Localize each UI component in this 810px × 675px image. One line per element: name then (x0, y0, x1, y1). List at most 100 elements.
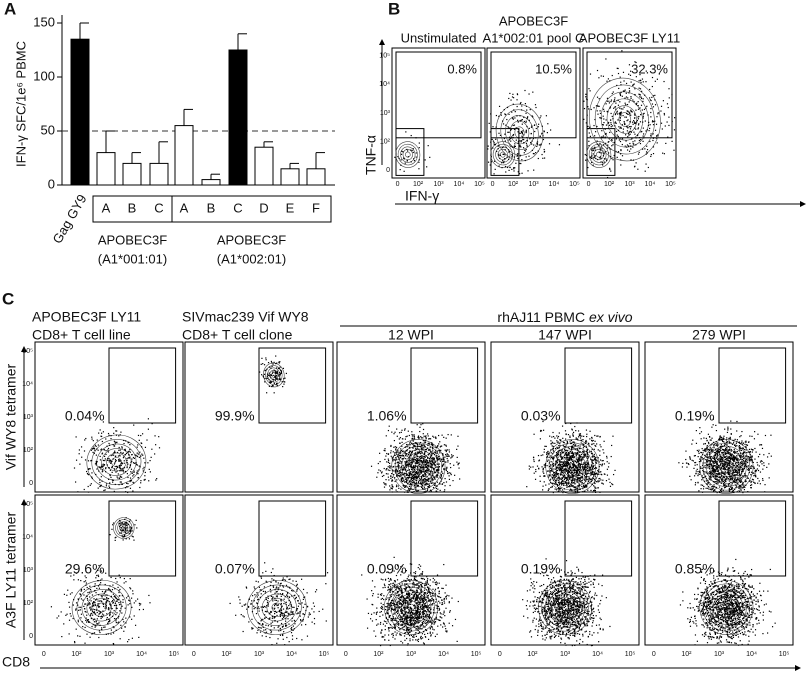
event-dot (421, 486, 423, 489)
event-dot (607, 144, 609, 146)
event-dot (412, 470, 414, 472)
event-dot (142, 468, 144, 470)
event-dot (712, 485, 714, 488)
event-dot (567, 462, 570, 464)
event-dot (397, 156, 399, 158)
event-dot (590, 156, 592, 158)
event-dot (565, 446, 567, 448)
event-dot (130, 479, 132, 482)
event-dot (425, 461, 427, 464)
event-dot (586, 486, 588, 488)
event-dot (583, 468, 586, 470)
event-dot (423, 459, 425, 461)
event-dot (638, 151, 640, 153)
x-tick-label: E (286, 200, 295, 215)
event-dot (598, 77, 600, 79)
event-dot (567, 467, 569, 469)
event-dot (716, 491, 718, 494)
event-dot (598, 473, 600, 475)
event-dot (644, 148, 646, 150)
event-dot (445, 468, 447, 470)
event-dot (738, 480, 740, 482)
event-dot (443, 468, 445, 470)
event-dot (733, 444, 736, 447)
event-dot (265, 359, 267, 361)
event-dot (426, 483, 429, 485)
event-dot (610, 123, 612, 126)
event-dot (722, 458, 724, 460)
event-dot (599, 444, 601, 446)
event-dot (105, 483, 108, 485)
event-dot (409, 488, 411, 491)
event-dot (761, 447, 764, 450)
event-dot (544, 466, 546, 468)
event-dot (566, 458, 568, 460)
event-dot (731, 473, 733, 475)
event-dot (598, 151, 600, 153)
axis-tick-label: 10² (23, 600, 34, 607)
event-dot (613, 141, 615, 144)
event-dot (394, 454, 396, 457)
event-dot (404, 476, 406, 478)
event-dot (417, 476, 419, 478)
event-dot (732, 467, 734, 469)
event-dot (510, 140, 512, 142)
event-dot (575, 454, 577, 456)
event-dot (397, 456, 400, 458)
event-dot (602, 75, 605, 77)
event-dot (410, 478, 412, 480)
event-dot (718, 474, 720, 476)
event-dot (718, 481, 720, 483)
event-dot (574, 487, 576, 489)
event-dot (436, 475, 438, 477)
event-dot (112, 454, 114, 456)
event-dot (587, 442, 590, 444)
event-dot (563, 488, 566, 490)
event-dot (396, 459, 398, 461)
event-dot (424, 451, 426, 453)
event-dot (734, 463, 737, 465)
event-dot (716, 476, 719, 478)
event-dot (115, 441, 117, 444)
event-dot (112, 522, 115, 524)
event-dot (563, 461, 566, 463)
event-dot (516, 153, 519, 155)
event-dot (518, 137, 520, 139)
event-dot (705, 475, 707, 477)
event-dot (714, 471, 716, 473)
event-dot (436, 458, 438, 460)
event-dot (578, 486, 580, 488)
event-dot (588, 443, 590, 445)
event-dot (151, 423, 153, 425)
event-dot (707, 461, 709, 463)
event-dot (598, 478, 600, 480)
contour (391, 439, 446, 494)
event-dot (114, 450, 116, 452)
event-dot (419, 463, 421, 465)
event-dot (554, 455, 556, 457)
event-dot (727, 484, 729, 486)
event-dot (626, 103, 629, 106)
event-dot (616, 67, 618, 69)
event-dot (120, 431, 122, 433)
event-dot (582, 471, 584, 473)
event-dot (525, 156, 527, 158)
event-dot (419, 473, 421, 475)
event-dot (628, 134, 630, 136)
event-dot (426, 469, 428, 471)
event-dot (593, 448, 595, 450)
event-dot (594, 458, 596, 461)
event-dot (595, 472, 597, 475)
event-dot (432, 446, 434, 448)
event-dot (553, 478, 556, 480)
event-dot (563, 475, 565, 477)
event-dot (577, 469, 580, 471)
event-dot (724, 461, 726, 463)
event-dot (125, 538, 127, 540)
event-dot (110, 435, 112, 437)
event-dot (583, 462, 585, 464)
event-dot (122, 523, 124, 525)
event-dot (564, 445, 566, 448)
event-dot (452, 455, 454, 457)
event-dot (400, 153, 403, 155)
